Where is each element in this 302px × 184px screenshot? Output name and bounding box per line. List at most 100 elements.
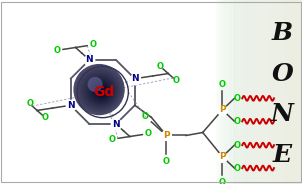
Bar xyxy=(252,0,253,184)
Bar xyxy=(278,0,279,184)
Text: O: O xyxy=(234,117,241,126)
Ellipse shape xyxy=(76,67,123,113)
Text: O: O xyxy=(234,164,241,173)
Bar xyxy=(238,0,239,184)
Ellipse shape xyxy=(91,80,112,102)
Ellipse shape xyxy=(76,66,123,114)
Ellipse shape xyxy=(98,88,106,95)
Bar xyxy=(277,0,278,184)
Bar xyxy=(259,0,260,184)
Bar xyxy=(242,0,243,184)
Bar xyxy=(222,0,223,184)
Text: O: O xyxy=(234,94,241,103)
Text: O: O xyxy=(234,141,241,150)
Bar xyxy=(274,0,275,184)
Ellipse shape xyxy=(84,74,117,107)
Bar xyxy=(279,0,280,184)
Text: O: O xyxy=(271,62,293,86)
Bar xyxy=(270,0,271,184)
Bar xyxy=(221,0,222,184)
Ellipse shape xyxy=(88,78,114,104)
Ellipse shape xyxy=(85,75,116,106)
Bar xyxy=(215,0,216,184)
Ellipse shape xyxy=(80,70,120,110)
Bar xyxy=(295,0,296,184)
Bar xyxy=(245,0,246,184)
Ellipse shape xyxy=(95,84,109,99)
Bar xyxy=(263,0,265,184)
Bar xyxy=(259,0,260,184)
Bar xyxy=(256,0,258,184)
Bar xyxy=(250,0,251,184)
Bar xyxy=(299,0,300,184)
Bar xyxy=(232,0,233,184)
Bar xyxy=(230,0,231,184)
Bar xyxy=(256,0,257,184)
Bar xyxy=(258,0,259,184)
Bar xyxy=(255,0,256,184)
Ellipse shape xyxy=(88,78,114,103)
Text: N: N xyxy=(85,55,93,64)
Bar xyxy=(252,0,253,184)
Bar xyxy=(241,0,242,184)
Bar xyxy=(241,0,243,184)
Bar xyxy=(223,0,224,184)
Bar xyxy=(225,0,226,184)
Ellipse shape xyxy=(86,76,115,105)
Bar xyxy=(286,0,288,184)
Bar xyxy=(300,0,301,184)
Bar xyxy=(287,0,288,184)
Bar xyxy=(253,0,255,184)
Bar xyxy=(291,0,292,184)
Bar xyxy=(298,0,300,184)
Bar xyxy=(276,0,277,184)
Ellipse shape xyxy=(79,69,121,111)
Bar xyxy=(293,0,294,184)
Bar xyxy=(227,0,228,184)
Bar xyxy=(227,0,228,184)
Bar xyxy=(300,0,301,184)
Bar xyxy=(283,0,284,184)
Bar xyxy=(244,0,245,184)
Ellipse shape xyxy=(73,64,125,115)
Text: O: O xyxy=(219,80,226,89)
Ellipse shape xyxy=(87,77,114,105)
Text: O: O xyxy=(219,178,226,184)
Ellipse shape xyxy=(101,90,104,94)
Bar xyxy=(284,0,285,184)
Bar xyxy=(268,0,269,184)
Bar xyxy=(225,0,226,184)
Bar xyxy=(294,0,295,184)
Ellipse shape xyxy=(74,65,124,115)
Bar xyxy=(246,0,247,184)
Text: O: O xyxy=(26,99,33,108)
Bar xyxy=(271,0,272,184)
Bar xyxy=(262,0,263,184)
Bar xyxy=(263,0,264,184)
Bar xyxy=(236,0,237,184)
Bar xyxy=(220,0,221,184)
Ellipse shape xyxy=(75,65,124,114)
Bar xyxy=(288,0,289,184)
Bar xyxy=(298,0,299,184)
Bar xyxy=(228,0,229,184)
Ellipse shape xyxy=(82,72,118,108)
Text: O: O xyxy=(157,62,164,71)
Bar xyxy=(273,0,274,184)
Text: O: O xyxy=(163,157,170,166)
Bar xyxy=(234,0,235,184)
Bar xyxy=(297,0,298,184)
Bar xyxy=(292,0,293,184)
Bar xyxy=(229,0,230,184)
Ellipse shape xyxy=(82,72,118,109)
Bar xyxy=(217,0,218,184)
Bar xyxy=(265,0,266,184)
Bar xyxy=(257,0,258,184)
Bar xyxy=(221,0,222,184)
Bar xyxy=(285,0,286,184)
Bar xyxy=(243,0,245,184)
Bar xyxy=(294,0,296,184)
Bar xyxy=(247,0,248,184)
Bar xyxy=(279,0,281,184)
Text: O: O xyxy=(141,112,148,121)
